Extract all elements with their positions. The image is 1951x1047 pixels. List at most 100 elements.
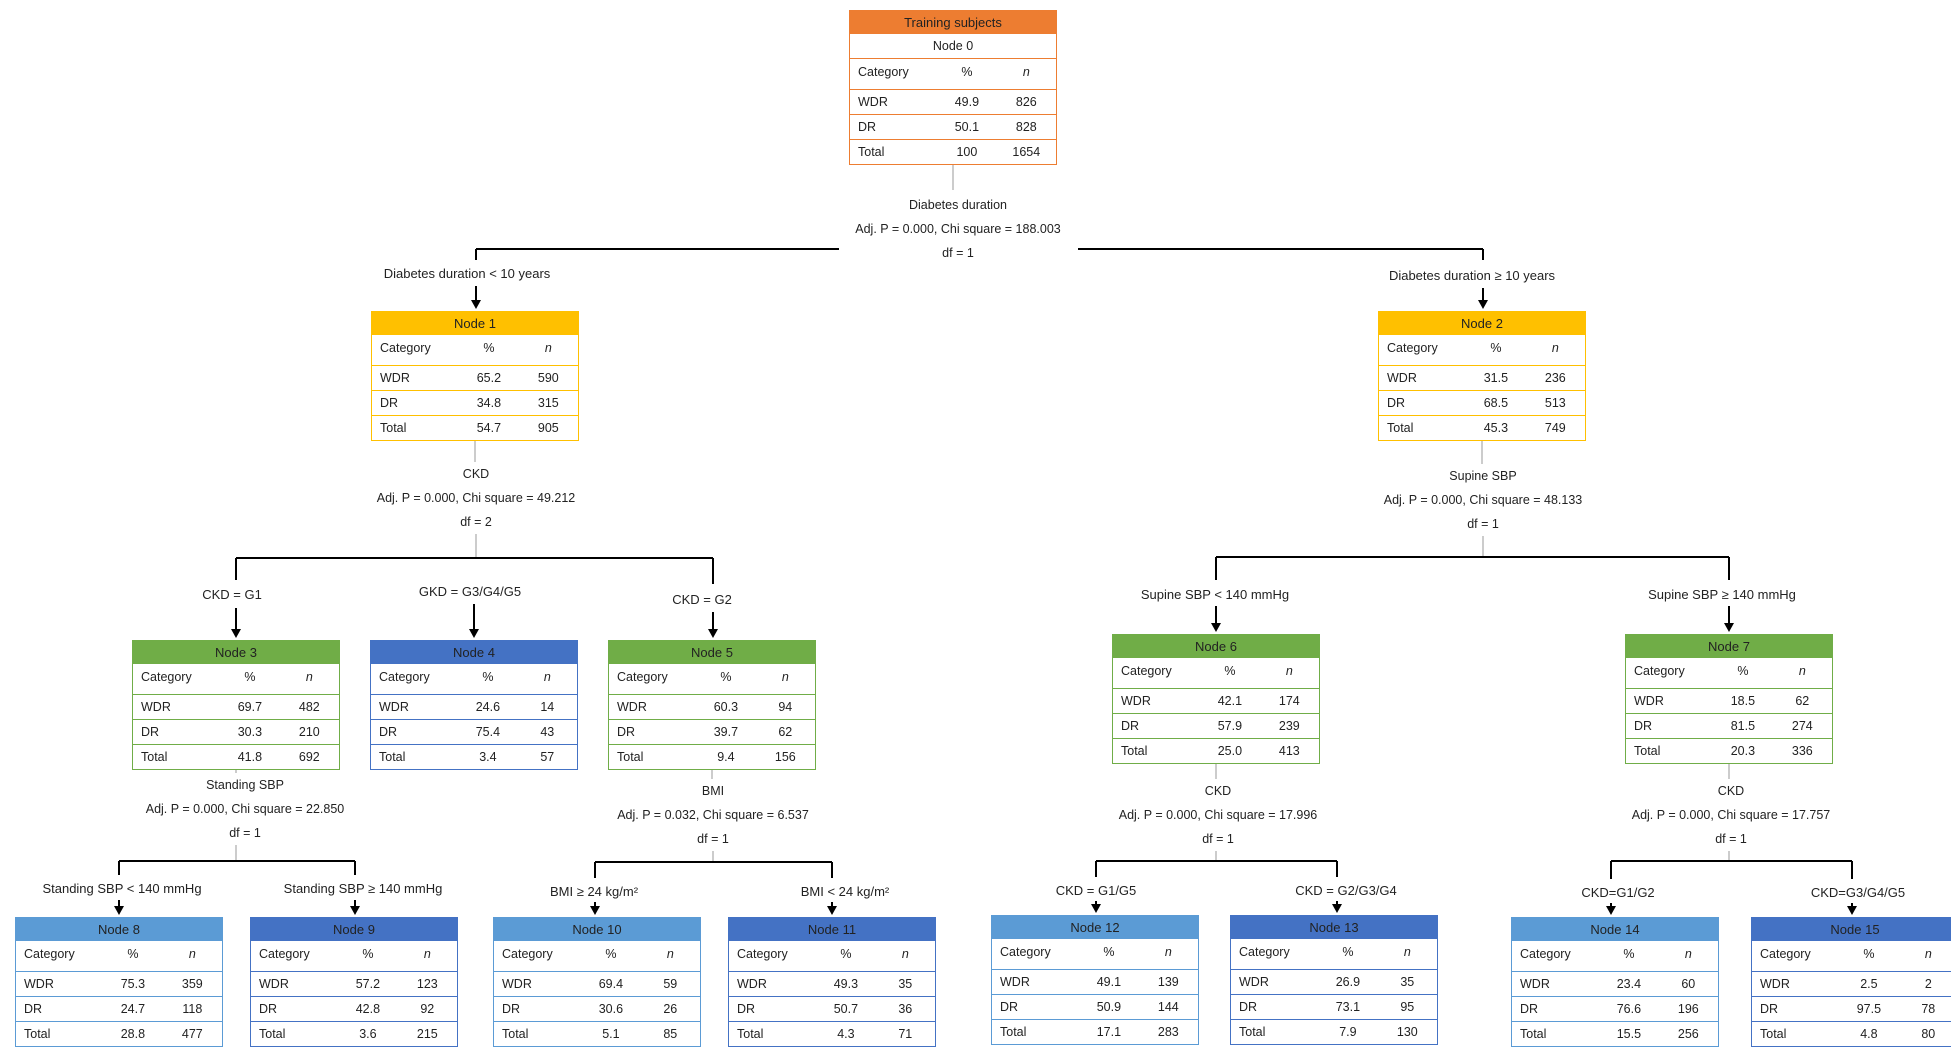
- node-cell: 28.8: [120, 1027, 146, 1041]
- branch-label-b15: CKD=G3/G4/G5: [1810, 885, 1906, 900]
- node-box-n7: Node 7 Category% n WDR 18.5 62 DR 81.5 274 Total 2…: [1625, 634, 1833, 764]
- node-cell: WDR: [24, 977, 54, 991]
- node-header: Node 7: [1626, 635, 1832, 658]
- split-variable: CKD: [462, 467, 490, 481]
- arrow-head: [1847, 906, 1857, 915]
- split-info-s5: BMI Adj. P = 0.032, Chi square = 6.537 df …: [617, 779, 809, 851]
- node-cell: DR: [141, 725, 160, 739]
- node-row: Total 20.3 336: [1626, 739, 1832, 763]
- node-cell: 69.7: [237, 700, 263, 714]
- node-cell: Total: [24, 1027, 51, 1041]
- split-variable: Supine SBP: [1449, 469, 1517, 483]
- node-row: DR 75.4 43: [371, 720, 577, 745]
- arrow-head: [1724, 623, 1734, 632]
- node-cell: WDR: [1634, 694, 1664, 708]
- node-header: Node 6: [1113, 635, 1319, 658]
- column-header: Category: [24, 947, 75, 961]
- node-row: WDR 2.5 2: [1752, 972, 1951, 997]
- branch-label-b7: Supine SBP ≥ 140 mmHg: [1648, 587, 1796, 602]
- node-cell: 590: [537, 371, 559, 385]
- node-cell: DR: [737, 1002, 756, 1016]
- column-header: Category: [1387, 341, 1438, 355]
- column-header: %: [1737, 664, 1749, 678]
- column-header: %: [840, 947, 852, 961]
- node-cell: Total: [617, 750, 644, 764]
- node-column-headers: Category% n: [372, 335, 578, 366]
- node-column-headers: Category% n: [494, 941, 700, 972]
- node-cell: 24.7: [120, 1002, 146, 1016]
- column-header: n: [1285, 664, 1293, 678]
- node-cell: DR: [1760, 1002, 1779, 1016]
- node-cell: 35: [898, 977, 913, 991]
- branch-label-b12: CKD = G1/G5: [1055, 883, 1137, 898]
- node-cell: 85: [663, 1027, 678, 1041]
- branch-label-b9: Standing SBP ≥ 140 mmHg: [283, 881, 443, 896]
- node-row: WDR 26.9 35: [1231, 970, 1437, 995]
- node-row: WDR 57.2 123: [251, 972, 457, 997]
- node-cell: Total: [379, 750, 406, 764]
- node-header: Node 8: [16, 918, 222, 941]
- node-cell: 239: [1278, 719, 1300, 733]
- column-header: n: [781, 670, 789, 684]
- branch-label-b3: CKD = G1: [202, 587, 262, 602]
- split-statistic: Adj. P = 0.000, Chi square = 17.757: [1631, 808, 1831, 822]
- node-cell: WDR: [502, 977, 532, 991]
- column-header: %: [1490, 341, 1502, 355]
- split-statistic: Adj. P = 0.032, Chi square = 6.537: [617, 808, 809, 822]
- node-cell: 49.3: [833, 977, 859, 991]
- node-header: Node 4: [371, 641, 577, 664]
- node-cell: 73.1: [1335, 1000, 1361, 1014]
- node-row: DR 50.1 828: [850, 115, 1056, 140]
- column-header: Category: [1520, 947, 1571, 961]
- node-cell: WDR: [1121, 694, 1151, 708]
- node-row: Total 15.5 256: [1512, 1022, 1718, 1046]
- node-cell: DR: [1121, 719, 1140, 733]
- node-cell: 283: [1157, 1025, 1179, 1039]
- node-cell: 57.9: [1217, 719, 1243, 733]
- node-row: WDR 65.2 590: [372, 366, 578, 391]
- column-header: n: [1684, 947, 1692, 961]
- node-cell: 144: [1157, 1000, 1179, 1014]
- column-header: Category: [141, 670, 192, 684]
- node-row: WDR 24.6 14: [371, 695, 577, 720]
- column-header: Category: [502, 947, 553, 961]
- node-cell: DR: [1000, 1000, 1019, 1014]
- arrow-head: [469, 629, 479, 638]
- node-box-n8: Node 8 Category% n WDR 75.3 359 DR 24.7 118 Total…: [15, 917, 223, 1047]
- node-row: Total 7.9 130: [1231, 1020, 1437, 1044]
- node-cell: 15.5: [1616, 1027, 1642, 1041]
- arrow-head: [1606, 906, 1616, 915]
- branch-label-b8: Standing SBP < 140 mmHg: [42, 881, 202, 896]
- split-df: df = 2: [460, 515, 492, 529]
- column-header: n: [543, 670, 551, 684]
- column-header: Category: [259, 947, 310, 961]
- node-cell: 97.5: [1856, 1002, 1882, 1016]
- arrow-head: [708, 629, 718, 638]
- node-cell: DR: [380, 396, 399, 410]
- node-column-headers: Category% n: [16, 941, 222, 972]
- node-column-headers: Category% n: [371, 664, 577, 695]
- node-row: Total 17.1 283: [992, 1020, 1198, 1044]
- branch-label-b11: BMI < 24 kg/m²: [800, 884, 890, 899]
- node-cell: DR: [1634, 719, 1653, 733]
- node-cell: 210: [298, 725, 320, 739]
- arrow-head: [231, 629, 241, 638]
- node-row: DR 68.5 513: [1379, 391, 1585, 416]
- node-cell: 26.9: [1335, 975, 1361, 989]
- node-header: Node 3: [133, 641, 339, 664]
- node-cell: 5.1: [602, 1027, 620, 1041]
- split-df: df = 1: [942, 246, 974, 260]
- column-header: Category: [1634, 664, 1685, 678]
- node-box-n14: Node 14 Category% n WDR 23.4 60 DR 76.6 196 Total…: [1511, 917, 1719, 1047]
- node-cell: 39.7: [713, 725, 739, 739]
- node-row: DR 30.3 210: [133, 720, 339, 745]
- node-row: WDR 75.3 359: [16, 972, 222, 997]
- column-header: n: [666, 947, 674, 961]
- column-header: Category: [1760, 947, 1811, 961]
- node-cell: 513: [1544, 396, 1566, 410]
- node-row: DR 50.9 144: [992, 995, 1198, 1020]
- node-row: DR 97.5 78: [1752, 997, 1951, 1022]
- node-cell: DR: [24, 1002, 43, 1016]
- node-cell: 174: [1278, 694, 1300, 708]
- node-cell: 4.3: [837, 1027, 855, 1041]
